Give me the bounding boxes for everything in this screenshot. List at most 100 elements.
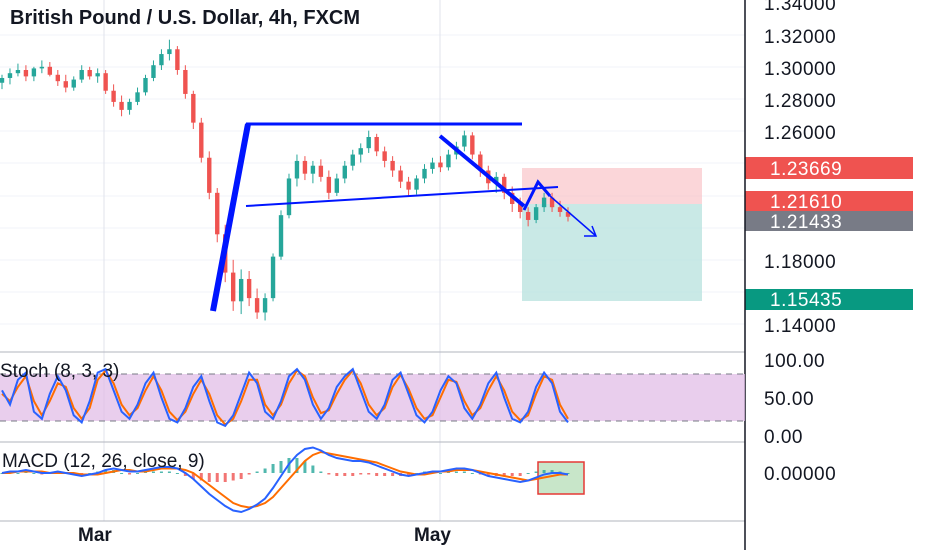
candle-body — [557, 207, 563, 212]
take-profit-zone[interactable] — [522, 204, 702, 301]
candle-body — [246, 278, 252, 299]
candle-body — [398, 170, 403, 182]
candle-body — [55, 74, 60, 82]
stoch-lines — [1, 367, 569, 428]
price-tag-bg — [745, 211, 913, 231]
macd-histogram-bar — [128, 473, 132, 475]
y-tick: 1.26000 — [764, 123, 836, 144]
candle — [430, 157, 435, 174]
macd-histogram-bar — [502, 473, 506, 476]
macd-histogram-bar — [391, 473, 395, 476]
macd-histogram-bar — [407, 473, 411, 476]
y-tick: 1.30000 — [764, 59, 836, 80]
candle-body — [366, 137, 371, 149]
price-tag-bg — [745, 157, 913, 179]
macd-histogram-bar — [215, 473, 219, 482]
candle-body — [103, 73, 108, 91]
candle-body — [406, 181, 411, 190]
candle — [7, 68, 13, 85]
candle — [87, 66, 92, 80]
candle-body — [0, 77, 5, 83]
candle — [326, 170, 332, 200]
candle — [438, 156, 443, 173]
candle — [143, 74, 148, 96]
descending-trend-line[interactable] — [438, 134, 526, 208]
macd-histogram-bar — [231, 473, 235, 481]
macd-histogram-bar — [159, 471, 163, 473]
candle-body — [438, 162, 443, 168]
candle — [63, 74, 68, 93]
candle-body — [31, 68, 37, 77]
macd-histogram-bar — [255, 471, 259, 473]
price-tags: 1.23669 1.21610 1.21433 1.15435 — [745, 157, 913, 311]
candle-body — [191, 93, 196, 123]
chart-title: British Pound / U.S. Dollar, 4h, FXCM — [10, 7, 360, 29]
y-tick: 1.34000 — [764, 0, 836, 15]
candle — [207, 151, 212, 200]
macd-histogram-bar — [486, 473, 490, 476]
candle — [111, 84, 116, 107]
candle-body — [390, 160, 395, 171]
candle-body — [87, 70, 92, 77]
candle-body — [565, 211, 571, 217]
y-tick: 1.14000 — [764, 316, 836, 337]
macd-histogram-bar — [303, 461, 307, 473]
macd-histogram-bar — [518, 473, 522, 476]
candle — [310, 160, 316, 184]
candle-body — [270, 256, 276, 299]
stop-loss-zone[interactable] — [522, 168, 702, 204]
candle — [334, 173, 340, 197]
candle — [270, 253, 276, 302]
flagpole-line[interactable] — [210, 123, 251, 312]
macd-histogram-bar — [343, 473, 347, 476]
candle-body — [326, 176, 332, 193]
price-tag-value: 1.23669 — [770, 159, 842, 180]
candle — [390, 156, 395, 177]
candle-body — [302, 160, 308, 174]
macd-histogram-bar — [311, 465, 315, 473]
candle — [366, 130, 371, 153]
candle — [422, 164, 427, 184]
projection-arrow[interactable] — [549, 195, 597, 237]
candle-body — [63, 81, 68, 88]
macd-histogram-bar — [191, 473, 195, 479]
candle-body — [262, 298, 268, 313]
candle — [470, 132, 475, 160]
candle-body — [494, 176, 499, 184]
candle — [199, 117, 204, 163]
candle-body — [541, 197, 547, 208]
retest-path[interactable] — [522, 179, 552, 211]
macd-histogram-bar — [438, 473, 442, 474]
y-tick: 50.00 — [764, 389, 814, 410]
candle-body — [199, 122, 204, 158]
candle-body — [286, 178, 292, 216]
candle — [318, 159, 324, 182]
candle — [238, 269, 244, 315]
candle-body — [71, 79, 76, 88]
price-axis[interactable]: 1.34000 1.32000 1.30000 1.28000 1.26000 … — [764, 0, 836, 337]
candle-body — [151, 65, 156, 78]
macd-histogram-bar — [175, 473, 179, 474]
candle-body — [47, 66, 53, 75]
candle-body — [111, 90, 116, 102]
candle-body — [358, 148, 363, 155]
stoch-axis[interactable]: 100.00 50.00 0.00 — [764, 351, 825, 448]
y-tick: 1.18000 — [764, 252, 836, 273]
price-tag-value: 1.15435 — [770, 290, 842, 311]
candle-body — [446, 154, 451, 168]
macd-title: MACD (12, 26, close, 9) — [2, 451, 205, 472]
pattern-drawings[interactable] — [210, 122, 598, 312]
candle-body — [238, 278, 244, 302]
candle — [47, 62, 53, 77]
candle-body — [15, 70, 21, 74]
candle — [79, 65, 84, 83]
candle — [39, 60, 45, 74]
candle-body — [230, 272, 236, 302]
macd-histogram-bar — [207, 473, 211, 482]
y-tick: 1.32000 — [764, 27, 836, 48]
candle — [23, 65, 29, 82]
candle-body — [95, 73, 100, 77]
price-tag-bg — [745, 289, 913, 310]
candle-body — [414, 178, 419, 190]
